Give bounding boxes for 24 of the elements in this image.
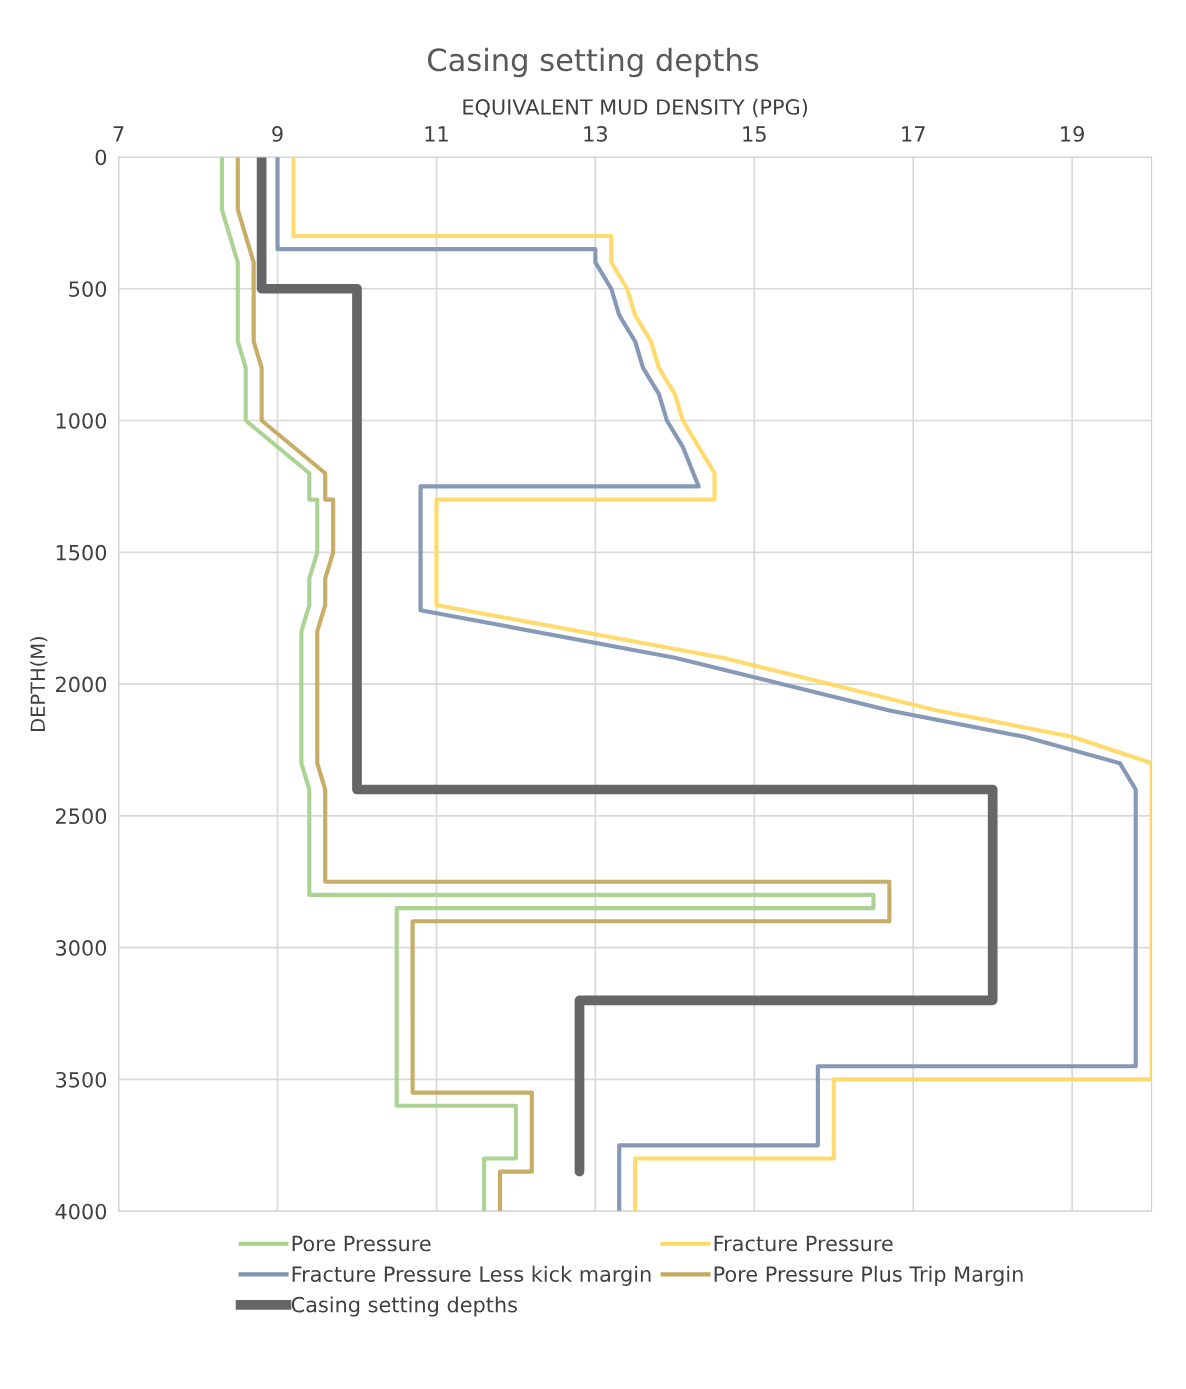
legend-label: Fracture Pressure Less kick margin [292, 1265, 651, 1286]
x-tick-label: 11 [425, 126, 448, 142]
x-tick-label: 13 [584, 126, 607, 142]
legend-label: Casing setting depths [291, 1296, 517, 1317]
y-tick-label: 3000 [56, 940, 107, 956]
x-axis-title: EQUIVALENT MUD DENSITY (PPG) [463, 98, 808, 118]
x-tick-label: 9 [272, 126, 283, 142]
y-axis-title: DEPTH(M) [30, 637, 48, 731]
y-tick-label: 500 [69, 281, 107, 297]
y-tick-label: 2000 [55, 676, 107, 693]
y-tick-label: 1000 [56, 412, 107, 429]
y-tick-label: 3500 [56, 1071, 107, 1088]
y-tick-label: 4000 [55, 1203, 107, 1220]
y-tick-label: 1500 [56, 544, 107, 561]
chart-title: Casing setting depths [428, 47, 759, 78]
x-tick-label: 17 [902, 126, 925, 142]
x-tick-label: 19 [1061, 126, 1084, 142]
y-tick-label: 0 [95, 149, 107, 166]
legend-label: Fracture Pressure [714, 1235, 893, 1252]
y-tick-label: 2500 [55, 808, 107, 825]
x-tick-label: 15 [743, 126, 766, 142]
legend-label: Pore Pressure Plus Trip Margin [714, 1265, 1023, 1286]
x-tick-label: 7 [113, 126, 124, 142]
legend-label: Pore Pressure [292, 1235, 431, 1252]
